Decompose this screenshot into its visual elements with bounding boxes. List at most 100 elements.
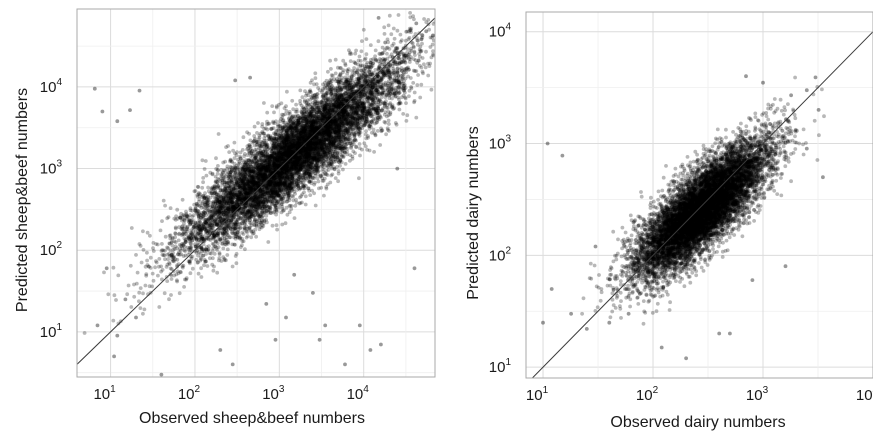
data-point: [304, 109, 308, 114]
data-point: [234, 179, 239, 184]
data-point: [298, 125, 303, 130]
data-point: [255, 180, 260, 185]
data-point: [174, 272, 179, 277]
data-point: [375, 74, 380, 78]
data-point: [348, 124, 353, 129]
data-point: [284, 175, 289, 179]
data-point: [349, 144, 353, 149]
data-point: [260, 178, 264, 183]
data-point: [337, 127, 342, 132]
data-point: [245, 191, 250, 196]
data-point: [302, 99, 307, 104]
data-point: [322, 143, 326, 148]
data-point: [331, 103, 335, 107]
data-point: [274, 147, 279, 151]
data-point: [329, 67, 333, 71]
data-point: [303, 155, 307, 160]
data-point: [247, 168, 252, 172]
data-point: [126, 283, 131, 288]
data-point: [376, 100, 381, 105]
data-point: [277, 146, 282, 151]
data-point: [441, 41, 445, 45]
data-point: [257, 203, 261, 207]
data-point: [193, 244, 198, 249]
data-point: [221, 170, 225, 175]
data-point: [285, 168, 290, 173]
data-point: [210, 172, 215, 177]
data-point: [242, 187, 247, 192]
data-point: [287, 159, 292, 164]
data-point: [276, 177, 281, 182]
data-point: [382, 25, 387, 30]
data-point: [184, 209, 188, 214]
data-point: [350, 104, 355, 108]
data-point: [313, 153, 317, 158]
data-point: [325, 154, 329, 159]
data-point: [216, 217, 220, 222]
data-point: [378, 143, 383, 147]
data-point: [263, 156, 268, 161]
data-point: [253, 150, 258, 154]
data-point: [224, 200, 229, 205]
data-point: [266, 210, 271, 215]
data-point: [317, 157, 321, 162]
data-point: [228, 195, 233, 200]
data-point: [244, 191, 249, 196]
data-point: [286, 111, 291, 116]
data-point: [386, 118, 391, 123]
data-point: [263, 177, 268, 182]
data-point: [347, 137, 352, 142]
data-point: [274, 146, 279, 151]
data-point: [280, 157, 285, 161]
data-point: [265, 127, 270, 132]
data-point: [306, 131, 311, 136]
data-point: [360, 63, 365, 68]
data-point: [328, 105, 333, 110]
data-point: [283, 152, 288, 157]
data-point: [232, 166, 237, 171]
data-point: [279, 150, 283, 155]
data-point: [255, 159, 260, 164]
data-point: [214, 208, 219, 213]
data-point: [273, 183, 277, 188]
data-point: [279, 182, 284, 187]
data-point: [308, 119, 313, 124]
data-point: [405, 54, 410, 59]
data-point: [461, 5, 465, 9]
data-point: [242, 176, 246, 181]
data-point: [214, 199, 219, 204]
data-point: [367, 68, 371, 73]
data-point: [327, 130, 331, 135]
data-point: [333, 157, 338, 162]
data-point: [365, 115, 369, 120]
data-point: [224, 223, 228, 228]
data-point: [373, 85, 377, 90]
data-point: [329, 138, 334, 143]
data-point: [322, 131, 326, 136]
data-point: [326, 134, 331, 138]
data-point: [262, 197, 267, 202]
data-point: [153, 265, 158, 270]
data-point: [350, 87, 355, 92]
data-point: [309, 109, 314, 114]
data-point: [238, 178, 243, 183]
data-point: [272, 201, 277, 206]
data-point: [169, 277, 174, 281]
data-point: [318, 142, 323, 146]
data-point: [254, 234, 258, 239]
data-point: [320, 102, 324, 106]
data-point: [289, 204, 294, 208]
data-point: [354, 77, 359, 81]
data-point: [252, 213, 257, 218]
data-point: [295, 109, 299, 114]
data-point: [271, 138, 276, 143]
data-point: [106, 292, 111, 297]
data-point: [337, 146, 342, 150]
data-point: [399, 66, 404, 70]
data-point: [407, 50, 412, 55]
data-point: [217, 205, 222, 209]
data-point: [303, 171, 307, 176]
data-point: [332, 118, 337, 123]
data-point: [197, 204, 202, 209]
data-point: [193, 206, 198, 211]
